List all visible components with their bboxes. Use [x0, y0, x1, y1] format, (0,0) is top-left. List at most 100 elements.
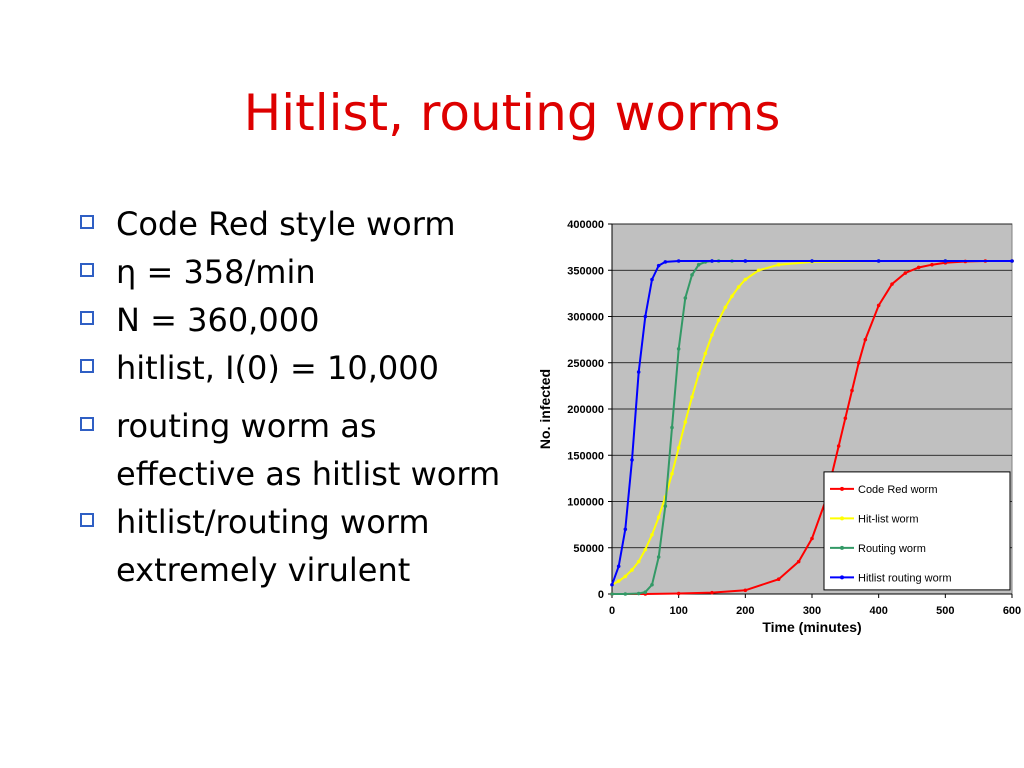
data-point [610, 592, 614, 596]
data-point [683, 296, 688, 300]
x-tick-label: 300 [803, 605, 821, 617]
bullet-item: routing worm as effective as hitlist wor… [80, 402, 520, 498]
bullet-item: hitlist, I(0) = 10,000 [80, 344, 520, 392]
data-point [616, 564, 621, 569]
data-point [676, 347, 681, 351]
bullet-marker-icon [80, 311, 94, 325]
y-tick-label: 0 [598, 589, 604, 601]
data-point [670, 425, 674, 430]
bullet-text: hitlist/routing worm extremely virulent [116, 503, 430, 589]
bullet-text: η = 358/min [116, 253, 316, 291]
bullet-marker-icon [80, 215, 94, 229]
y-axis-label: No. infected [537, 369, 553, 449]
data-point [863, 337, 868, 342]
infection-chart-svg: 0 50000 100000 150000 200000 250000 300000 3500… [537, 219, 1021, 635]
y-tick-label: 250000 [567, 358, 604, 370]
legend-label: Routing worm [858, 543, 926, 555]
data-point [670, 471, 674, 476]
data-point [716, 318, 721, 322]
bullet-marker-icon [80, 417, 94, 431]
bullet-text: routing worm as effective as hitlist wor… [116, 407, 501, 493]
data-point [636, 370, 641, 374]
data-point [610, 582, 614, 587]
data-point [636, 591, 641, 596]
bullet-text: N = 360,000 [116, 301, 320, 339]
legend-marker [840, 545, 844, 550]
data-point [736, 285, 741, 289]
data-point [683, 420, 688, 424]
bullet-marker-icon [80, 263, 94, 277]
data-point [663, 260, 668, 264]
bullet-item: N = 360,000 [80, 296, 520, 344]
bullet-list: Code Red style worm η = 358/min N = 360,… [80, 200, 520, 594]
data-point [650, 582, 654, 587]
y-tick-label: 150000 [567, 450, 604, 462]
bullet-text: Code Red style worm [116, 205, 456, 243]
legend-label: Hitlist routing worm [858, 572, 952, 584]
infection-chart: 0 50000 100000 150000 200000 250000 300000 3500… [520, 210, 1024, 650]
x-tick-label: 400 [869, 605, 887, 617]
x-tick-label: 0 [609, 605, 615, 617]
data-point [796, 559, 801, 564]
data-point [876, 259, 881, 263]
data-point [690, 395, 694, 399]
y-tick-label: 400000 [567, 219, 604, 231]
x-tick-label: 100 [669, 605, 687, 617]
data-point [856, 360, 861, 365]
data-point [756, 268, 761, 273]
data-point [730, 294, 734, 298]
data-point [623, 527, 628, 532]
x-tick-label: 600 [1003, 605, 1021, 617]
data-point [630, 458, 634, 462]
data-point [743, 259, 748, 263]
data-point [650, 533, 654, 537]
data-point [710, 259, 714, 263]
y-tick-label: 350000 [567, 265, 604, 277]
bullet-item: hitlist/routing worm extremely virulent [80, 498, 520, 594]
data-point [703, 351, 708, 356]
data-point [656, 263, 661, 268]
legend-marker [840, 575, 844, 580]
legend-label: Code Red worm [858, 484, 937, 496]
legend-label: Hit-list worm [858, 513, 919, 525]
legend-box [823, 471, 1011, 591]
data-point [810, 536, 814, 541]
slide-title: Hitlist, routing worms [243, 84, 781, 142]
data-point [890, 282, 894, 286]
x-tick-label: 500 [936, 605, 954, 617]
data-point [843, 416, 848, 421]
y-tick-label: 300000 [567, 312, 604, 324]
data-point [710, 590, 714, 595]
data-point [656, 555, 661, 559]
legend-marker [840, 486, 844, 491]
data-point [690, 273, 694, 277]
x-tick-label: 200 [736, 605, 754, 617]
data-point [643, 547, 648, 552]
data-point [623, 592, 628, 596]
data-point [656, 515, 661, 520]
data-point [696, 372, 701, 376]
series-line-hitlist-routing-worm [611, 260, 1012, 586]
bullet-marker-icon [80, 359, 94, 373]
data-point [696, 262, 701, 267]
data-point [663, 504, 668, 508]
data-point [916, 265, 921, 270]
data-point [616, 579, 621, 583]
data-point [743, 277, 748, 282]
data-point [630, 568, 634, 572]
x-axis-label: Time (minutes) [762, 619, 861, 635]
data-point [850, 388, 854, 393]
data-point [710, 333, 714, 337]
data-point [643, 314, 648, 319]
y-tick-label: 200000 [567, 404, 604, 416]
data-point [636, 559, 641, 564]
data-point [676, 259, 681, 263]
data-point [836, 444, 841, 448]
data-point [776, 262, 781, 267]
data-point [876, 303, 881, 308]
data-point [650, 277, 654, 282]
data-point [723, 305, 728, 310]
data-point [643, 590, 648, 594]
legend-marker [840, 516, 844, 521]
data-point [930, 262, 934, 267]
